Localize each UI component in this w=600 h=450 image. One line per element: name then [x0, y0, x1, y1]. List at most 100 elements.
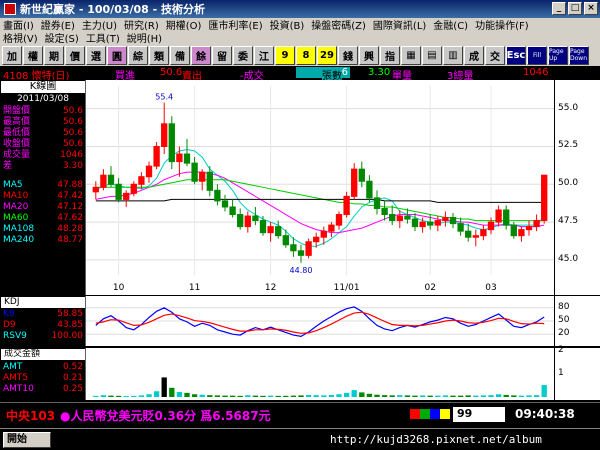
toolbar-button-19[interactable]: ▦ [401, 45, 421, 65]
menu-item-1-3[interactable]: 研究(R) [124, 21, 159, 32]
candlestick-svg: 10 11 12 11/01 02 03 55.4 44.80 [86, 86, 554, 293]
toolbar-button-22[interactable]: 成 [464, 45, 484, 65]
candle [358, 161, 365, 188]
volume-label: AMT10 [3, 384, 34, 394]
amount-bar [199, 394, 205, 397]
toolbar-button-20[interactable]: ▤ [422, 45, 442, 65]
menu-item-1-9[interactable]: 金融(C) [433, 21, 469, 32]
amount-bar [161, 377, 167, 397]
menu-item-2-2[interactable]: 工具(T) [85, 34, 120, 45]
toolbar-button-11[interactable]: 委 [233, 45, 253, 65]
amount-bar [366, 393, 373, 397]
toolbar-button-12[interactable]: 江 [254, 45, 274, 65]
candle [107, 166, 115, 188]
menu-item-2-1[interactable]: 設定(S) [44, 34, 79, 45]
price-tick: 45.0 [558, 253, 579, 264]
kdj-row: D9 43.85 [3, 320, 83, 331]
toolbar-button-18[interactable]: 指 [380, 45, 400, 65]
toolbar-button-27[interactable]: Page Down [569, 45, 589, 65]
toolbar-button-23[interactable]: 交 [485, 45, 505, 65]
amount-bar [298, 395, 304, 397]
amount-bar [351, 390, 357, 397]
toolbar-button-24[interactable]: Esc [506, 45, 526, 65]
title-bar: 新世紀贏家 - 100/03/08 - 技術分析 _ □ × [0, 0, 600, 18]
menu-item-1-7[interactable]: 操盤密碼(Z) [311, 21, 366, 32]
ma-value: 47.62 [57, 213, 83, 223]
quote-unit-label: 單量 [392, 71, 412, 82]
menu-item-1-0[interactable]: 畫面(I) [3, 21, 34, 32]
toolbar-button-0[interactable]: 加 [2, 45, 22, 65]
ticker-time: 09:40:38 [515, 407, 575, 421]
menu-item-1-6[interactable]: 投資(B) [269, 21, 305, 32]
menu-item-2-0[interactable]: 格視(V) [3, 34, 38, 45]
menu-item-2-3[interactable]: 說明(H) [126, 34, 163, 45]
toolbar-button-9[interactable]: 餘 [191, 45, 211, 65]
candle [138, 172, 145, 189]
kdj-title: KDJ [1, 297, 85, 308]
toolbar-button-14[interactable]: 8 [296, 45, 316, 65]
date-label: 02 [424, 283, 435, 293]
volume-label: AMT5 [3, 373, 29, 383]
toolbar-button-6[interactable]: 綜 [128, 45, 148, 65]
candlestick-chart[interactable]: 10 11 12 11/01 02 03 55.4 44.80 [86, 80, 554, 295]
candle [161, 102, 168, 155]
toolbar-button-15[interactable]: 29 [317, 45, 337, 65]
ma-line-MA60 [95, 179, 545, 222]
toolbar-button-5[interactable]: 圓 [107, 45, 127, 65]
toolbar-button-1[interactable]: 權 [23, 45, 43, 65]
toolbar-button-8[interactable]: 備 [170, 45, 190, 65]
ma-value: 48.28 [57, 224, 83, 234]
menu-item-1-5[interactable]: 匯市利率(E) [208, 21, 263, 32]
candle [115, 178, 122, 203]
amount-chart[interactable] [86, 348, 554, 400]
toolbar-button-25[interactable]: Fill [527, 45, 547, 65]
toolbar-button-4[interactable]: 選 [86, 45, 106, 65]
kdj-chart[interactable] [86, 296, 554, 346]
toolbar-button-3[interactable]: 價 [65, 45, 85, 65]
menu-item-1-10[interactable]: 功能操作(F) [475, 21, 529, 32]
toolbar-button-2[interactable]: 期 [44, 45, 64, 65]
candle [419, 217, 426, 233]
toolbar-button-13[interactable]: 9 [275, 45, 295, 65]
kdj-axis: 80 50 20 [554, 296, 600, 346]
candle [214, 184, 221, 206]
amount-bar [533, 395, 540, 397]
kdj-value: 58.85 [57, 309, 83, 319]
candle [176, 146, 183, 177]
toolbar-button-7[interactable]: 類 [149, 45, 169, 65]
quote-buy-label: 買進 [115, 71, 135, 82]
ma-row: MA240 48.77 [3, 235, 83, 246]
stat-value: 50.6 [62, 106, 83, 116]
quote-total: 1046 [523, 67, 549, 78]
toolbar-button-21[interactable]: ▥ [443, 45, 463, 65]
menu-item-1-1[interactable]: 證券(E) [40, 21, 75, 32]
maximize-button[interactable]: □ [568, 2, 582, 15]
amount-bar [343, 392, 350, 397]
close-button[interactable]: × [584, 2, 598, 15]
ma-label: MA60 [3, 213, 29, 223]
amount-bar [336, 394, 342, 397]
ma-label: MA5 [3, 180, 23, 190]
start-button[interactable]: 開始 [3, 432, 51, 448]
menu-item-1-2[interactable]: 主力(U) [81, 21, 118, 32]
toolbar-button-10[interactable]: 留 [212, 45, 232, 65]
quote-sell-label: 賣出 [182, 71, 202, 82]
k-chart-title: K線圖 [1, 81, 85, 93]
ma-value: 48.77 [57, 235, 83, 245]
candle [442, 211, 449, 227]
amount-bar [313, 395, 319, 397]
amount-bar [435, 395, 441, 397]
toolbar-button-17[interactable]: 興 [359, 45, 379, 65]
candle [191, 157, 198, 185]
menu-item-1-8[interactable]: 國際資訊(L) [372, 21, 427, 32]
ma-label: MA108 [3, 224, 35, 234]
menu-item-1-4[interactable]: 期權(O) [165, 21, 202, 32]
candle [373, 190, 381, 215]
toolbar-button-16[interactable]: 錢 [338, 45, 358, 65]
minimize-button[interactable]: _ [552, 2, 566, 15]
amount-bar [229, 395, 236, 397]
toolbar-button-26[interactable]: Page Up [548, 45, 568, 65]
volume-sidebar: 成交金額 AMT 0.52 AMT5 0.21 AMT10 0.25 [0, 348, 86, 400]
kdj-line-D9 [95, 311, 545, 334]
